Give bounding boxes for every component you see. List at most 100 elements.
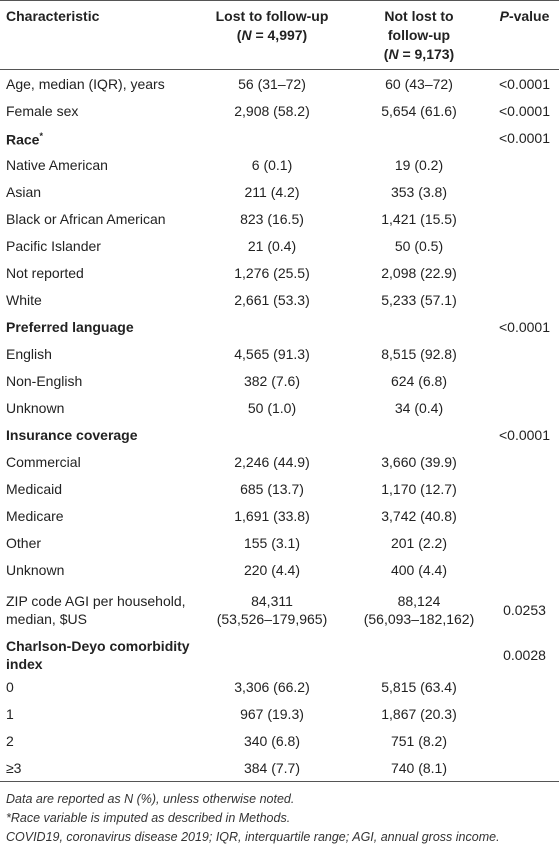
- header-cell: Lost to follow-up (N = 4,997): [196, 1, 348, 70]
- cell-line: 84,311: [251, 593, 293, 609]
- cell-text: Charlson-Deyo comorbidity index: [6, 638, 190, 672]
- data-row: Age, median (IQR), years 56 (31–72) 60 (43…: [0, 70, 559, 98]
- cell-text: Not reported: [6, 264, 84, 281]
- cell-line: (56,093–182,162): [363, 611, 475, 627]
- cell-text: English: [6, 345, 52, 362]
- table-cell: 220 (4.4): [196, 556, 348, 583]
- table-cell: English: [0, 340, 196, 367]
- cell-text: <0.0001: [499, 75, 550, 92]
- cell-text: 3,742 (40.8): [381, 507, 457, 524]
- table-cell: 384 (7.7): [196, 754, 348, 782]
- table-cell: White: [0, 286, 196, 313]
- data-row: Not reported 1,276 (25.5) 2,098 (22.9): [0, 259, 559, 286]
- cell-text: 2,246 (44.9): [234, 453, 310, 470]
- cell-text: 19 (0.2): [394, 156, 444, 173]
- table-cell: [490, 475, 559, 502]
- cell-text: 3,306 (66.2): [234, 678, 310, 695]
- data-row: 2 340 (6.8) 751 (8.2): [0, 727, 559, 754]
- table-cell: <0.0001: [490, 124, 559, 151]
- header-cell: P-value: [490, 1, 559, 70]
- table-cell: Unknown: [0, 394, 196, 421]
- table-cell: Other: [0, 529, 196, 556]
- table-cell: [490, 367, 559, 394]
- table-cell: [490, 673, 559, 700]
- cell-text: ≥3: [6, 759, 22, 776]
- table-cell: 50 (0.5): [348, 232, 490, 259]
- footnote: COVID19, coronavirus disease 2019; IQR, …: [6, 830, 500, 844]
- table-cell: 211 (4.2): [196, 178, 348, 205]
- cell-text: 220 (4.4): [243, 561, 301, 578]
- cell-text: Other: [6, 534, 42, 551]
- table-cell: [490, 340, 559, 367]
- data-row: 0 3,306 (66.2) 5,815 (63.4): [0, 673, 559, 700]
- text-run: Not lost to: [384, 8, 454, 24]
- table-cell: 1,421 (15.5): [348, 205, 490, 232]
- table-cell: 50 (1.0): [196, 394, 348, 421]
- cell-text: 155 (3.1): [243, 534, 301, 551]
- table-cell: 1,691 (33.8): [196, 502, 348, 529]
- footnote: Data are reported as N (%), unless other…: [6, 792, 295, 806]
- table-cell: 2,246 (44.9): [196, 448, 348, 475]
- table-cell: 340 (6.8): [196, 727, 348, 754]
- cell-text: Preferred language: [6, 318, 134, 335]
- cell-text: 201 (2.2): [390, 534, 448, 551]
- table-cell: [490, 151, 559, 178]
- cell-text: <0.0001: [499, 318, 550, 335]
- table-cell: 6 (0.1): [196, 151, 348, 178]
- table-cell: [196, 421, 348, 448]
- cell-text: White: [6, 291, 42, 308]
- table-cell: Black or African American: [0, 205, 196, 232]
- table-cell: 3,306 (66.2): [196, 673, 348, 700]
- data-row: White 2,661 (53.3) 5,233 (57.1): [0, 286, 559, 313]
- section-row: Insurance coverage <0.0001: [0, 421, 559, 448]
- table-cell: 1: [0, 700, 196, 727]
- cell-text: 740 (8.1): [390, 759, 448, 776]
- table-cell: [348, 421, 490, 448]
- table-header: Characteristic Lost to follow-up (N = 4,99…: [0, 0, 559, 70]
- table-cell: [490, 754, 559, 782]
- table-cell: Non-English: [0, 367, 196, 394]
- cell-text: 751 (8.2): [390, 732, 448, 749]
- data-row: English 4,565 (91.3) 8,515 (92.8): [0, 340, 559, 367]
- text-run: Lost to follow-up: [215, 8, 329, 24]
- data-row: Commercial 2,246 (44.9) 3,660 (39.9): [0, 448, 559, 475]
- cell-text: 400 (4.4): [390, 561, 448, 578]
- table-cell: Medicaid: [0, 475, 196, 502]
- data-row: Native American 6 (0.1) 19 (0.2): [0, 151, 559, 178]
- cell-text: Pacific Islander: [6, 237, 101, 254]
- table-cell: 353 (3.8): [348, 178, 490, 205]
- table-cell: 155 (3.1): [196, 529, 348, 556]
- table-cell: 382 (7.6): [196, 367, 348, 394]
- header-row: Characteristic Lost to follow-up (N = 4,99…: [0, 0, 559, 70]
- table-cell: Female sex: [0, 97, 196, 124]
- table-cell: [490, 727, 559, 754]
- table-cell: Commercial: [0, 448, 196, 475]
- cell-text: <0.0001: [499, 102, 550, 119]
- table-cell: Preferred language: [0, 313, 196, 340]
- cell-text: Unknown: [6, 399, 65, 416]
- table-cell: Pacific Islander: [0, 232, 196, 259]
- text-run: -value: [508, 8, 550, 24]
- cell-text: 60 (43–72): [385, 75, 453, 92]
- cell-text: 1,867 (20.3): [381, 705, 457, 722]
- data-row: ZIP code AGI per household, median, $US 8…: [0, 583, 559, 637]
- text-run: follow-up: [387, 27, 451, 43]
- table-cell: Age, median (IQR), years: [0, 70, 196, 98]
- cell-text: 0.0253: [503, 602, 546, 618]
- table-cell: 967 (19.3): [196, 700, 348, 727]
- table-cell: 2,661 (53.3): [196, 286, 348, 313]
- table-cell: 2,098 (22.9): [348, 259, 490, 286]
- table-cell: [196, 313, 348, 340]
- text-run: (: [236, 27, 242, 43]
- cell-text: 1,276 (25.5): [234, 264, 310, 281]
- table-cell: 56 (31–72): [196, 70, 348, 98]
- table-cell: <0.0001: [490, 70, 559, 98]
- text-run: (: [383, 46, 389, 62]
- table-cell: 5,654 (61.6): [348, 97, 490, 124]
- table-cell: 5,233 (57.1): [348, 286, 490, 313]
- cell-text: 2,661 (53.3): [234, 291, 310, 308]
- table-cell: 5,815 (63.4): [348, 673, 490, 700]
- table-cell: 740 (8.1): [348, 754, 490, 782]
- table-cell: 21 (0.4): [196, 232, 348, 259]
- cell-text: 1,170 (12.7): [381, 480, 457, 497]
